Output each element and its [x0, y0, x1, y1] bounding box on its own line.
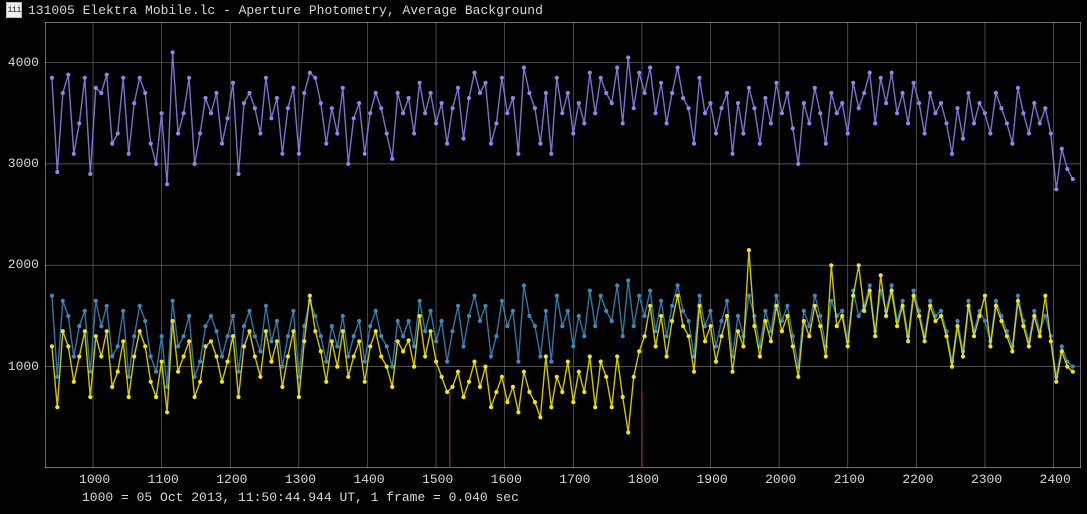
x-tick-label: 1400 [353, 472, 384, 487]
x-tick-label: 2100 [834, 472, 865, 487]
x-tick-label: 1100 [148, 472, 179, 487]
x-tick-label: 1500 [422, 472, 453, 487]
chart-window: iii 131005 Elektra Mobile.lc - Aperture … [0, 0, 1087, 514]
x-tick-label: 1000 [79, 472, 110, 487]
app-icon: iii [6, 2, 22, 18]
y-tick-label: 1000 [8, 359, 39, 374]
y-tick-label: 2000 [8, 257, 39, 272]
x-tick-label: 1700 [559, 472, 590, 487]
x-tick-label: 1600 [491, 472, 522, 487]
y-tick-label: 4000 [8, 55, 39, 70]
x-tick-label: 2300 [971, 472, 1002, 487]
x-tick-label: 1900 [697, 472, 728, 487]
series-series-b [50, 278, 1075, 389]
plot-area[interactable] [45, 22, 1081, 468]
x-tick-label: 1200 [216, 472, 247, 487]
window-title: 131005 Elektra Mobile.lc - Aperture Phot… [28, 3, 543, 18]
window-titlebar[interactable]: iii 131005 Elektra Mobile.lc - Aperture … [0, 0, 1087, 20]
series-series-a [50, 50, 1075, 191]
y-tick-label: 3000 [8, 156, 39, 171]
chart-footer: 1000 = 05 Oct 2013, 11:50:44.944 UT, 1 f… [82, 490, 519, 505]
x-tick-label: 1800 [628, 472, 659, 487]
x-tick-label: 2200 [902, 472, 933, 487]
app-icon-glyph: iii [7, 6, 20, 15]
x-tick-label: 2400 [1040, 472, 1071, 487]
x-tick-label: 1300 [285, 472, 316, 487]
x-tick-label: 2000 [765, 472, 796, 487]
